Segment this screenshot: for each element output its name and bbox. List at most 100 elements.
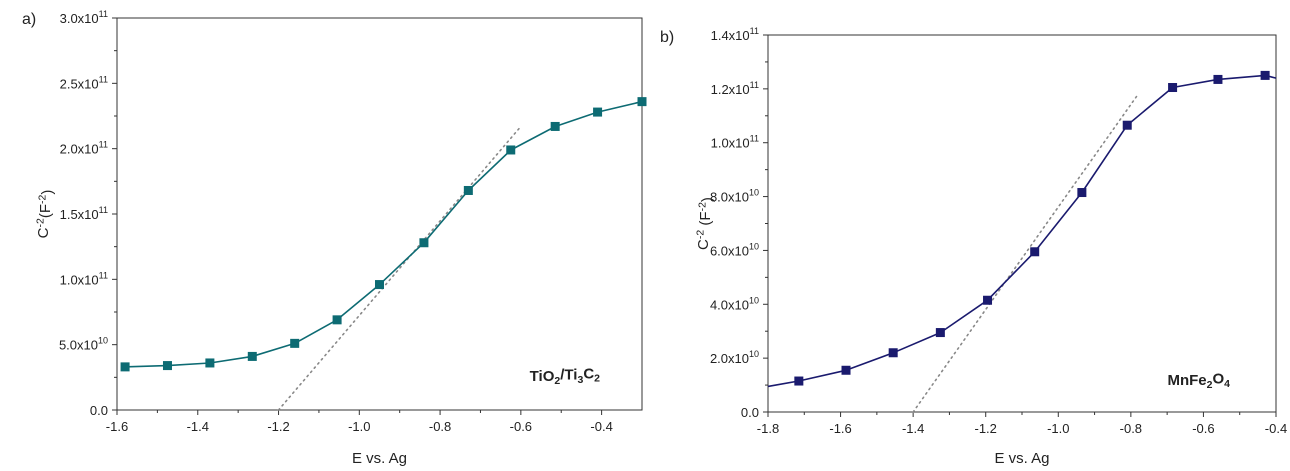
sample-annotation-b: MnFe2​O4​ bbox=[1167, 371, 1230, 392]
y-tick-exponent-b-3: 10 bbox=[749, 241, 759, 251]
y-tick-exponent-b-2: 10 bbox=[749, 295, 759, 305]
x-tick-label-b-3: -1.2 bbox=[975, 421, 997, 436]
x-tick-label-b-1: -1.6 bbox=[829, 421, 851, 436]
y-tick-label-a-4: 2.0x1011 bbox=[60, 140, 108, 157]
y-tick-mantissa-a-3: 1.5x10 bbox=[60, 207, 99, 222]
sample-annotation-a-subscript-7: 2 bbox=[594, 372, 600, 384]
x-tick-label-a-3: -1.0 bbox=[348, 419, 370, 434]
y-tick-label-b-0: 0.0 bbox=[741, 405, 759, 420]
y-tick-exponent-b-5: 11 bbox=[750, 134, 759, 144]
data-point-a-4 bbox=[290, 338, 300, 348]
y-tick-label-b-2: 4.0x1010 bbox=[710, 295, 759, 312]
y-tick-mantissa-a-2: 1.0x10 bbox=[60, 272, 99, 287]
y-axis-label-a-superscript-1: -2 bbox=[34, 218, 46, 227]
y-tick-exponent-b-7: 11 bbox=[750, 26, 759, 36]
data-point-b-0 bbox=[794, 376, 804, 386]
x-tick-label-a-0: -1.6 bbox=[106, 419, 128, 434]
y-tick-mantissa-b-2: 4.0x10 bbox=[710, 297, 749, 312]
y-axis-label-b: C-2​ (F-2​) bbox=[694, 197, 716, 250]
y-tick-exponent-a-2: 11 bbox=[99, 270, 108, 280]
y-tick-label-b-1: 2.0x1010 bbox=[710, 349, 759, 366]
y-axis-label-a-part-6: ) bbox=[39, 190, 56, 195]
data-point-b-8 bbox=[1168, 83, 1178, 93]
data-point-b-5 bbox=[1030, 247, 1040, 257]
x-axis-label-a: E vs. Ag bbox=[352, 450, 407, 467]
y-axis-label-a-part-3: (F bbox=[37, 204, 54, 218]
x-tick-label-b-6: -0.6 bbox=[1192, 421, 1214, 436]
plot-frame-b bbox=[767, 34, 1277, 413]
sample-annotation-a-part-0: TiO bbox=[530, 368, 555, 385]
y-axis-label-a-part-0: C bbox=[35, 227, 52, 238]
data-point-a-7 bbox=[419, 238, 429, 248]
y-tick-exponent-a-3: 11 bbox=[99, 205, 108, 215]
y-axis-label-a-superscript-4: -2 bbox=[36, 194, 48, 203]
y-tick-label-a-5: 2.5x1011 bbox=[60, 74, 108, 91]
y-tick-exponent-a-1: 10 bbox=[98, 336, 108, 346]
y-tick-label-b-6: 1.2x1011 bbox=[711, 80, 759, 97]
y-tick-label-a-0: 0.0 bbox=[90, 403, 108, 418]
y-tick-mantissa-b-6: 1.2x10 bbox=[711, 82, 750, 97]
y-tick-mantissa-b-0: 0.0 bbox=[741, 405, 759, 420]
plot-frame-a bbox=[116, 17, 643, 411]
data-point-a-3 bbox=[247, 351, 257, 361]
x-tick-label-a-1: -1.4 bbox=[187, 419, 209, 434]
y-tick-mantissa-b-4: 8.0x10 bbox=[710, 190, 749, 205]
y-tick-mantissa-b-7: 1.4x10 bbox=[711, 28, 750, 43]
data-point-b-2 bbox=[888, 348, 898, 358]
x-tick-label-b-0: -1.8 bbox=[757, 421, 779, 436]
data-point-a-6 bbox=[375, 280, 384, 290]
sample-annotation-a-subscript-4: 3 bbox=[577, 374, 583, 386]
sample-annotation-b-subscript-4: 4 bbox=[1224, 378, 1230, 390]
x-tick-label-b-4: -1.0 bbox=[1047, 421, 1069, 436]
y-tick-label-b-5: 1.0x1011 bbox=[711, 134, 759, 151]
sample-annotation-b-part-3: O bbox=[1212, 371, 1224, 388]
y-tick-exponent-b-6: 11 bbox=[750, 80, 759, 90]
data-point-b-3 bbox=[935, 328, 945, 338]
y-tick-label-a-2: 1.0x1011 bbox=[60, 270, 108, 287]
y-tick-exponent-a-4: 11 bbox=[99, 140, 108, 150]
sample-annotation-a-subscript-1: 2 bbox=[554, 375, 560, 387]
y-tick-mantissa-b-3: 6.0x10 bbox=[710, 243, 749, 258]
sample-annotation-a-part-6: C bbox=[583, 365, 594, 382]
y-tick-exponent-a-5: 11 bbox=[99, 74, 108, 84]
y-tick-label-b-7: 1.4x1011 bbox=[711, 26, 759, 43]
data-point-a-8 bbox=[463, 185, 473, 195]
y-tick-label-b-4: 8.0x1010 bbox=[710, 188, 759, 205]
x-tick-label-b-5: -0.8 bbox=[1120, 421, 1142, 436]
x-tick-label-a-5: -0.6 bbox=[510, 419, 532, 434]
fit-line-a bbox=[277, 125, 522, 411]
x-tick-label-a-6: -0.4 bbox=[590, 419, 612, 434]
y-tick-mantissa-a-4: 2.0x10 bbox=[60, 142, 99, 157]
panel-label-b: b) bbox=[660, 29, 674, 46]
data-point-b-4 bbox=[983, 295, 993, 305]
y-tick-mantissa-a-5: 2.5x10 bbox=[60, 76, 99, 91]
chart-panel-b: -1.8 -1.6 -1.4 -1.2 -1.0 -0.8 -0.6 -0.4 0.0 2.0x1… bbox=[660, 26, 1287, 467]
y-axis-label-b-superscript-1: -2 bbox=[694, 230, 706, 239]
chart-panel-a: -1.6 -1.4 -1.2 -1.0 -0.8 -0.6 -0.40.05.0x10101… bbox=[22, 9, 647, 467]
y-tick-exponent-b-1: 10 bbox=[749, 349, 759, 359]
data-point-b-10 bbox=[1260, 70, 1270, 80]
y-axis-label-b-superscript-4: -2 bbox=[696, 202, 708, 211]
y-tick-label-a-3: 1.5x1011 bbox=[60, 205, 108, 222]
x-tick-label-a-2: -1.2 bbox=[267, 419, 289, 434]
y-tick-exponent-b-4: 10 bbox=[749, 188, 759, 198]
data-point-a-9 bbox=[506, 145, 516, 155]
data-point-a-10 bbox=[550, 121, 560, 131]
data-point-b-9 bbox=[1213, 74, 1223, 84]
y-axis-label-a: C-2​(F-2​) bbox=[34, 190, 56, 239]
data-point-a-0 bbox=[120, 362, 130, 372]
series-line-a bbox=[125, 100, 643, 368]
y-tick-mantissa-b-1: 2.0x10 bbox=[710, 351, 749, 366]
series-line-b bbox=[767, 74, 1277, 388]
y-tick-mantissa-a-6: 3.0x10 bbox=[60, 11, 99, 26]
data-point-b-6 bbox=[1077, 188, 1087, 198]
y-tick-label-b-3: 6.0x1010 bbox=[710, 241, 759, 258]
y-tick-label-a-1: 5.0x1010 bbox=[59, 336, 108, 353]
y-axis-label-b-part-0: C bbox=[695, 239, 712, 250]
sample-annotation-a-part-3: /Ti bbox=[560, 367, 577, 384]
sample-annotation-b-subscript-1: 2 bbox=[1207, 379, 1213, 391]
data-point-a-5 bbox=[332, 315, 342, 325]
x-tick-label-a-4: -0.8 bbox=[429, 419, 451, 434]
y-axis-label-b-part-3: (F bbox=[697, 211, 714, 229]
